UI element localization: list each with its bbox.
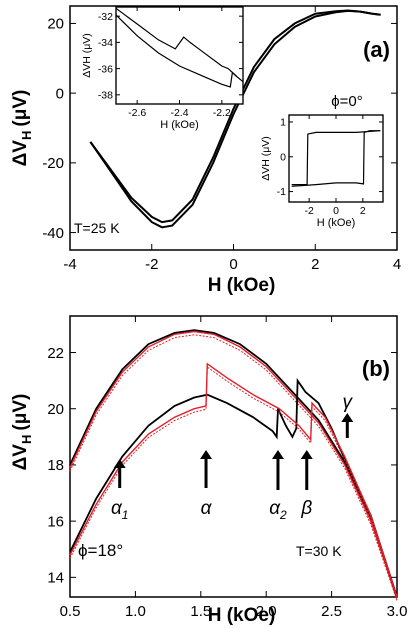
x-axis-label: H (kOe) <box>208 275 276 296</box>
x-tick-label: -4 <box>63 256 76 273</box>
inset-series-line <box>115 14 244 88</box>
inset-frame <box>288 114 384 203</box>
inset-x-axis-label: H (kOe) <box>317 217 356 229</box>
arrow-label-greek: γ <box>343 392 354 413</box>
main-series-line-down <box>89 9 381 224</box>
x-tick-label: 2 <box>360 205 366 217</box>
arrow-label: β <box>300 498 312 519</box>
inset-y-axis-label: ΔVH (μV) <box>81 33 93 78</box>
y-tick-label: -20 <box>42 155 64 172</box>
x-tick-label: -2.4 <box>170 107 188 119</box>
inset-series-line <box>115 7 238 77</box>
inset-series-line <box>291 130 381 186</box>
temperature-annotation: T=30 K <box>296 543 342 559</box>
arrow-head <box>271 450 284 459</box>
arrow-label: α2 <box>269 498 287 522</box>
y-label-unit: (μV) <box>10 394 31 431</box>
y-label-unit: (μV) <box>10 90 31 127</box>
x-tick-label: 3.0 <box>387 603 408 620</box>
panel-label: (a) <box>363 37 390 62</box>
arrow-label-greek: α <box>111 498 123 519</box>
y-tick-label: 0 <box>280 151 286 163</box>
main-series-line-lower-black <box>69 377 398 598</box>
x-tick-label: 0.5 <box>60 603 81 620</box>
inset-series-line <box>291 130 381 187</box>
arrow-head <box>300 450 313 459</box>
temperature-annotation: T=25 K <box>74 220 120 236</box>
x-tick-label: -2.2 <box>213 107 231 119</box>
arrow-label-greek: α <box>201 498 213 519</box>
x-tick-label: -2.6 <box>128 107 146 119</box>
y-tick-label: 18 <box>47 457 64 474</box>
main-series-line-lower-red <box>69 362 398 598</box>
y-label-sub: H <box>19 435 34 444</box>
inset-frame <box>115 6 244 105</box>
phi-annotation: ϕ=0° <box>331 93 363 110</box>
main-series-line-upper-red-return <box>69 334 398 601</box>
x-tick-label: 2.5 <box>321 603 342 620</box>
arrow-head <box>341 413 354 422</box>
arrow-head <box>113 459 126 468</box>
y-tick-label: -36 <box>98 63 113 75</box>
y-label-sub: H <box>19 131 34 140</box>
inset-x-axis-label: H (kOe) <box>160 119 199 131</box>
arrow-label-greek: α <box>269 498 281 519</box>
arrow-label-sub: 2 <box>279 508 287 522</box>
arrow-label-greek: β <box>300 498 312 519</box>
x-tick-label: 4 <box>393 256 401 273</box>
plot-frame <box>69 315 398 598</box>
y-tick-label: 1 <box>280 117 286 129</box>
y-tick-label: 22 <box>47 345 64 362</box>
arrow-label: α <box>201 498 213 519</box>
x-tick-label: 2.0 <box>256 603 277 620</box>
x-tick-label: 2 <box>311 256 319 273</box>
y-tick-label: -40 <box>42 225 64 242</box>
y-tick-label: -1 <box>277 186 286 198</box>
y-tick-label: 20 <box>47 16 64 33</box>
y-label-main: ΔV <box>10 444 31 471</box>
y-tick-label: -34 <box>98 37 113 49</box>
x-tick-label: -2 <box>304 205 313 217</box>
main-series-line-upper-red <box>69 330 398 598</box>
x-axis-label: H (kOe) <box>208 605 276 626</box>
arrow-label-sub: 1 <box>122 508 129 522</box>
y-axis-label: ΔVH (μV) <box>10 394 34 471</box>
y-tick-label: -32 <box>98 11 113 23</box>
arrow-label: γ <box>343 392 354 413</box>
y-label-main: ΔV <box>10 140 31 167</box>
arrow-head <box>200 450 213 459</box>
main-series-line-upper-black <box>69 329 398 598</box>
y-tick-label: -38 <box>98 89 113 101</box>
y-tick-label: 0 <box>56 85 64 102</box>
x-tick-label: 0 <box>229 256 237 273</box>
x-tick-label: 1.5 <box>190 603 211 620</box>
inset-y-axis-label: ΔVH (μV) <box>260 136 272 181</box>
x-tick-label: 0 <box>333 205 339 217</box>
y-tick-label: 14 <box>47 570 64 587</box>
main-series-line-lower-red-return <box>69 366 398 601</box>
x-tick-label: 1.0 <box>125 603 146 620</box>
y-tick-label: 20 <box>47 401 64 418</box>
y-axis-label: ΔVH (μV) <box>10 90 34 167</box>
panel-label: (b) <box>362 356 390 381</box>
arrow-label: α1 <box>111 498 129 522</box>
x-tick-label: -2 <box>145 256 158 273</box>
y-tick-label: 16 <box>47 513 64 530</box>
phi-annotation: ϕ=18° <box>78 541 123 560</box>
